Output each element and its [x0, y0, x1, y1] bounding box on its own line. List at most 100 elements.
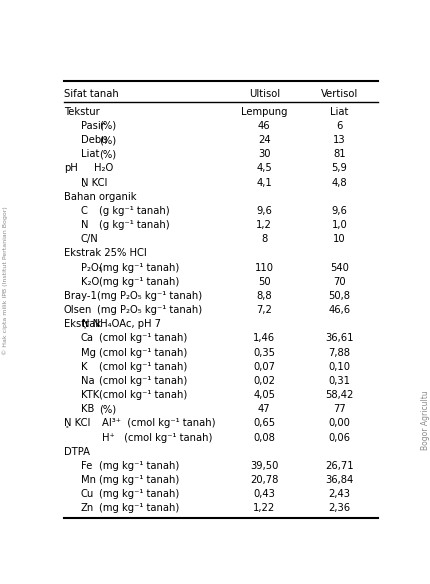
Text: Ultisol: Ultisol [248, 89, 279, 99]
Text: Liat: Liat [329, 107, 348, 117]
Text: (mg kg⁻¹ tanah): (mg kg⁻¹ tanah) [99, 263, 179, 273]
Text: C/N: C/N [80, 234, 98, 244]
Text: H⁺   (cmol kg⁻¹ tanah): H⁺ (cmol kg⁻¹ tanah) [102, 433, 212, 443]
Text: Vertisol: Vertisol [320, 89, 357, 99]
Text: (cmol kg⁻¹ tanah): (cmol kg⁻¹ tanah) [99, 347, 187, 357]
Text: 2,43: 2,43 [328, 489, 350, 499]
Text: Lempung: Lempung [240, 107, 287, 117]
Text: (%): (%) [99, 121, 116, 131]
Text: Ekstrak: Ekstrak [64, 319, 104, 329]
Text: 6: 6 [335, 121, 342, 131]
Text: 4,8: 4,8 [331, 178, 347, 187]
Text: 0,35: 0,35 [253, 347, 275, 357]
Text: Na: Na [80, 376, 94, 386]
Text: (%): (%) [99, 150, 116, 159]
Text: 9,6: 9,6 [331, 206, 347, 216]
Text: 4,5: 4,5 [256, 164, 272, 173]
Text: 50: 50 [258, 277, 270, 287]
Text: 46: 46 [258, 121, 270, 131]
Text: 1,22: 1,22 [252, 503, 275, 513]
Text: 0,08: 0,08 [253, 433, 275, 443]
Text: (g kg⁻¹ tanah): (g kg⁻¹ tanah) [99, 206, 169, 216]
Text: 30: 30 [258, 150, 270, 159]
Text: 47: 47 [258, 404, 270, 414]
Text: 58,42: 58,42 [325, 390, 353, 400]
Text: N KCl: N KCl [80, 178, 107, 187]
Text: N KCl: N KCl [64, 418, 90, 429]
Text: Pasir: Pasir [80, 121, 104, 131]
Text: (mg P₂O₅ kg⁻¹ tanah): (mg P₂O₅ kg⁻¹ tanah) [97, 291, 202, 301]
Text: 0,65: 0,65 [253, 418, 275, 429]
Text: (mg kg⁻¹ tanah): (mg kg⁻¹ tanah) [99, 277, 179, 287]
Text: 4,1: 4,1 [256, 178, 272, 187]
Text: (mg kg⁻¹ tanah): (mg kg⁻¹ tanah) [99, 475, 179, 485]
Text: 0,00: 0,00 [328, 418, 350, 429]
Text: 110: 110 [254, 263, 273, 273]
Text: (mg P₂O₅ kg⁻¹ tanah): (mg P₂O₅ kg⁻¹ tanah) [97, 305, 202, 315]
Text: 50,8: 50,8 [328, 291, 350, 301]
Text: DTPA: DTPA [64, 447, 90, 457]
Text: 0,02: 0,02 [253, 376, 275, 386]
Text: 4,05: 4,05 [253, 390, 275, 400]
Text: 36,84: 36,84 [325, 475, 353, 485]
Text: Cu: Cu [80, 489, 94, 499]
Text: (cmol kg⁻¹ tanah): (cmol kg⁻¹ tanah) [99, 376, 187, 386]
Text: (%): (%) [99, 135, 116, 145]
Text: 0,31: 0,31 [328, 376, 350, 386]
Text: 36,61: 36,61 [325, 333, 353, 343]
Text: (cmol kg⁻¹ tanah): (cmol kg⁻¹ tanah) [99, 333, 187, 343]
Text: K: K [80, 361, 87, 372]
Text: 24: 24 [258, 135, 270, 145]
Text: (cmol kg⁻¹ tanah): (cmol kg⁻¹ tanah) [99, 361, 187, 372]
Text: 10: 10 [332, 234, 345, 244]
Text: (cmol kg⁻¹ tanah): (cmol kg⁻¹ tanah) [99, 390, 187, 400]
Text: Tekstur: Tekstur [64, 107, 99, 117]
Text: (g kg⁻¹ tanah): (g kg⁻¹ tanah) [99, 220, 169, 230]
Text: 5,9: 5,9 [331, 164, 347, 173]
Text: 7,2: 7,2 [256, 305, 272, 315]
Text: Ekstrak 25% HCl: Ekstrak 25% HCl [64, 248, 146, 259]
Text: Sifat tanah: Sifat tanah [64, 89, 118, 99]
Text: 1,46: 1,46 [253, 333, 275, 343]
Text: 0,43: 0,43 [253, 489, 275, 499]
Text: (%): (%) [99, 404, 116, 414]
Text: 39,50: 39,50 [249, 461, 278, 471]
Text: Al³⁺  (cmol kg⁻¹ tanah): Al³⁺ (cmol kg⁻¹ tanah) [102, 418, 215, 429]
Text: Bahan organik: Bahan organik [64, 192, 136, 201]
Text: K₂O: K₂O [80, 277, 98, 287]
Text: N NH₄OAc, pH 7: N NH₄OAc, pH 7 [82, 319, 161, 329]
Text: Bray-1: Bray-1 [64, 291, 97, 301]
Text: N: N [80, 220, 88, 230]
Text: © Hak cipta milik IPB (Institut Pertanian Bogor): © Hak cipta milik IPB (Institut Pertania… [3, 206, 9, 354]
Text: 2,36: 2,36 [328, 503, 350, 513]
Text: 0,10: 0,10 [328, 361, 350, 372]
Text: 540: 540 [329, 263, 348, 273]
Text: Ca: Ca [80, 333, 93, 343]
Text: 1,2: 1,2 [256, 220, 272, 230]
Text: 81: 81 [332, 150, 345, 159]
Text: 0,06: 0,06 [328, 433, 350, 443]
Text: Zn: Zn [80, 503, 94, 513]
Text: P₂O₅: P₂O₅ [80, 263, 102, 273]
Text: 46,6: 46,6 [328, 305, 350, 315]
Text: 8,8: 8,8 [256, 291, 271, 301]
Text: (mg kg⁻¹ tanah): (mg kg⁻¹ tanah) [99, 489, 179, 499]
Text: 70: 70 [332, 277, 345, 287]
Text: 26,71: 26,71 [324, 461, 353, 471]
Text: Mn: Mn [80, 475, 95, 485]
Text: Fe: Fe [80, 461, 92, 471]
Text: (mg kg⁻¹ tanah): (mg kg⁻¹ tanah) [99, 461, 179, 471]
Text: H₂O: H₂O [94, 164, 113, 173]
Text: 7,88: 7,88 [328, 347, 350, 357]
Text: Debu: Debu [80, 135, 107, 145]
Text: Olsen: Olsen [64, 305, 92, 315]
Text: 1,0: 1,0 [331, 220, 347, 230]
Text: 13: 13 [332, 135, 345, 145]
Text: KB: KB [80, 404, 94, 414]
Text: KTK: KTK [80, 390, 98, 400]
Text: 8: 8 [261, 234, 267, 244]
Text: Mg: Mg [80, 347, 95, 357]
Text: 0,07: 0,07 [253, 361, 275, 372]
Text: 77: 77 [332, 404, 345, 414]
Text: (mg kg⁻¹ tanah): (mg kg⁻¹ tanah) [99, 503, 179, 513]
